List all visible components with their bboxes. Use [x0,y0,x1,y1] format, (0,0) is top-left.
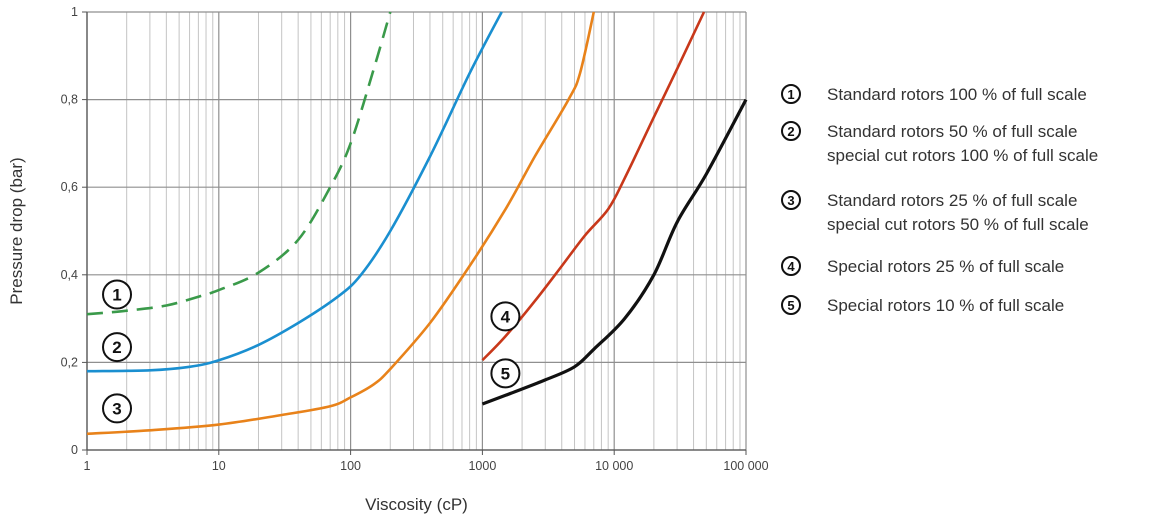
y-tick-label: 0,2 [61,355,78,369]
legend-marker-label-3: 3 [787,193,794,208]
legend-entry-text-2: special cut rotors 100 % of full scale [827,146,1098,165]
series-marker-label-1: 1 [112,286,121,305]
series-line-4 [481,11,706,362]
y-tick-label: 0,8 [61,93,78,107]
legend-entry-text-4: Special rotors 25 % of full scale [827,257,1064,276]
legend-entry-text-3: special cut rotors 50 % of full scale [827,215,1089,234]
legend-marker-circle-1 [781,84,801,104]
series-marker-circle-2 [102,332,133,363]
legend-marker-circle-4 [781,256,801,276]
y-axis-title: Pressure drop (bar) [7,157,26,304]
series-marker-circle-1 [102,279,133,310]
legend-marker-circle-5 [781,295,801,315]
y-tick-label: 0 [71,443,78,457]
legend-marker-circle-2 [781,121,801,141]
legend-marker-label-4: 4 [787,259,795,274]
legend-entry-text-3: Standard rotors 25 % of full scale [827,191,1077,210]
y-tick-label: 0,4 [61,268,78,282]
x-tick-label: 100 [340,459,361,473]
y-tick-label: 1 [71,5,78,19]
x-tick-label: 1 [84,459,91,473]
legend-marker-label-1: 1 [787,87,794,102]
series-markers: 1 2 3 4 5 [102,279,521,424]
legend-entry-text-1: Standard rotors 100 % of full scale [827,85,1087,104]
x-axis-title: Viscosity (cP) [365,495,468,514]
series-marker-label-5: 5 [501,364,510,383]
series-marker-circle-3 [102,393,133,424]
series-marker-label-3: 3 [112,399,121,418]
x-tick-label: 10 [212,459,226,473]
legend: 1 Standard rotors 100 % of full scale 2 Sta… [781,84,1098,315]
x-tick-label: 1000 [468,459,496,473]
series-line-3 [86,11,596,436]
legend-entry-text-2: Standard rotors 50 % of full scale [827,122,1077,141]
legend-marker-circle-3 [781,190,801,210]
series-marker-circle-5 [490,358,521,389]
series-line-1 [86,11,392,316]
series-marker-label-2: 2 [112,338,121,357]
x-tick-label: 10 000 [595,459,633,473]
y-tick-label: 0,6 [61,180,78,194]
grid [86,11,747,451]
x-tick-label: 100 000 [723,459,768,473]
series-line-5 [481,98,748,406]
legend-marker-label-5: 5 [787,298,794,313]
series-line-2 [86,11,503,373]
series-marker-circle-4 [490,301,521,332]
legend-marker-label-2: 2 [787,124,794,139]
series-lines [86,11,748,436]
series-marker-label-4: 4 [501,307,511,326]
axis-ticks: 1 10 100 1000 10 000 100 000 0 0,2 0,4 0,6 0,8 1 [61,5,769,473]
legend-entry-text-5: Special rotors 10 % of full scale [827,296,1064,315]
